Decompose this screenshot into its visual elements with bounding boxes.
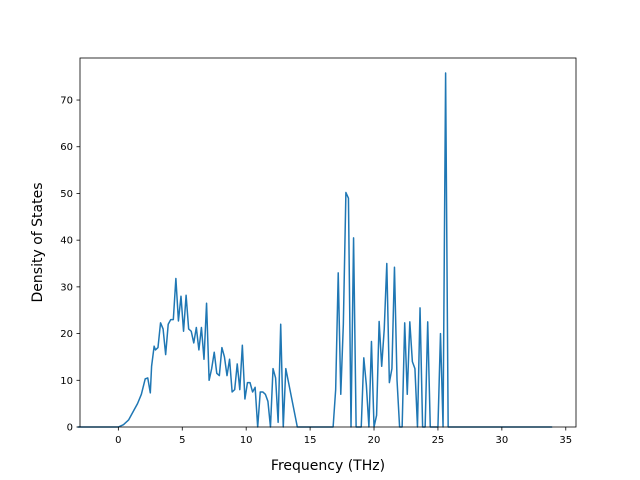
x-tick-label: 30 [495,435,508,446]
x-tick-label: 5 [179,435,185,446]
x-tick-label: 0 [115,435,121,446]
axes-frame [79,57,577,428]
y-tick-label: 40 [60,236,73,247]
plot-content [77,72,553,428]
y-tick-label: 20 [60,329,73,340]
y-tick-label: 50 [60,189,73,200]
y-tick-label: 10 [60,376,73,387]
x-axis: 0 5 10 15 20 25 30 35 [115,427,572,446]
x-tick-label: 35 [559,435,572,446]
y-axis-label: Density of States [30,183,46,303]
x-tick-label: 20 [368,435,381,446]
y-tick-label: 60 [60,142,73,153]
series-line-0 [77,72,553,428]
x-tick-label: 10 [240,435,253,446]
y-tick-label: 70 [60,96,73,107]
x-axis-label: Frequency (THz) [271,458,385,474]
y-axis: 0 10 20 30 40 50 60 70 [60,96,80,434]
x-tick-label: 15 [304,435,317,446]
x-tick-label: 25 [432,435,445,446]
y-tick-label: 30 [60,282,73,293]
y-tick-label: 0 [67,423,73,434]
